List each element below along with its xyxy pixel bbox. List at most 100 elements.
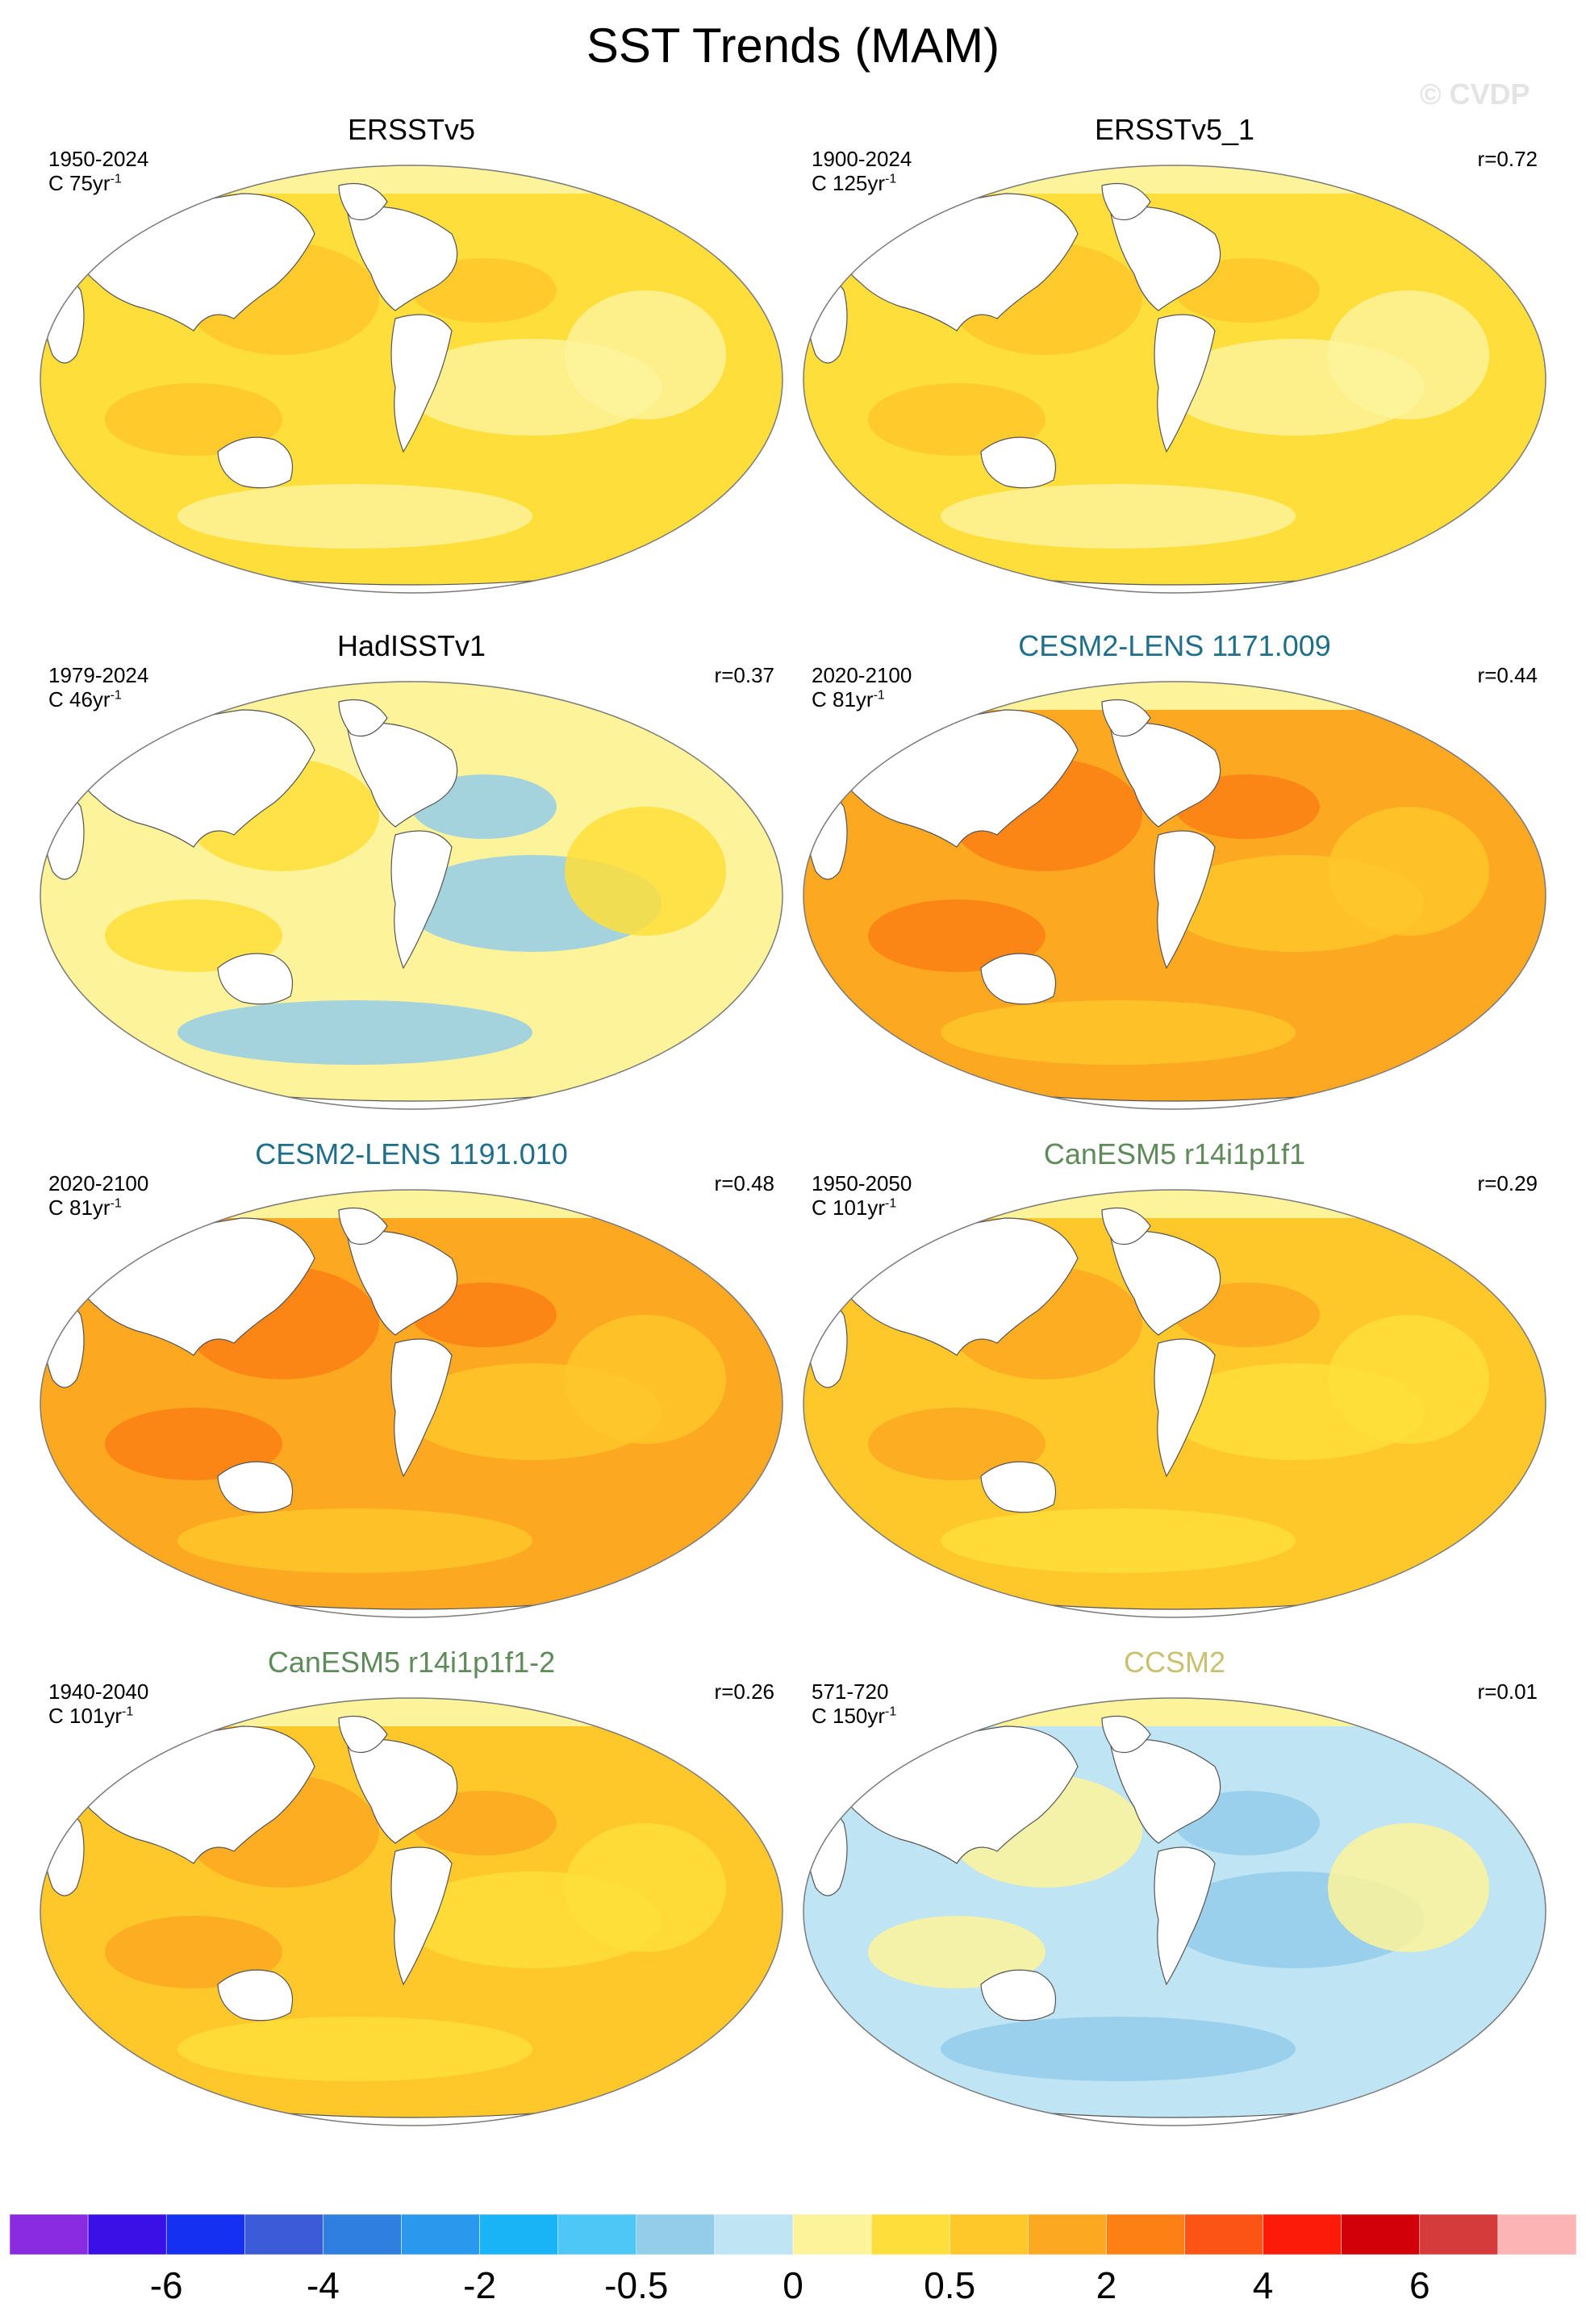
panel-period: 1900-2024 (812, 147, 912, 171)
land-north-america (346, 1738, 458, 1844)
map-outline (803, 1697, 1546, 2126)
land-south-america (1154, 830, 1216, 970)
land-south-america (1154, 314, 1216, 453)
colorbar-tick-label: -2 (463, 2264, 497, 2306)
colorbar-swatch (323, 2214, 402, 2255)
land-australia (217, 1969, 294, 2022)
colorbar-swatch (1028, 2214, 1107, 2255)
arctic-band (803, 1698, 1546, 1726)
colorbar-swatch (1497, 2214, 1576, 2255)
units-exponent: -1 (110, 172, 122, 186)
units-text: C 75yr (48, 171, 111, 195)
land-greenland (1101, 1207, 1151, 1245)
panel-period: 2020-2100 (48, 1171, 149, 1195)
map-outline (803, 681, 1546, 1110)
panel-period: 1950-2024 (48, 147, 149, 171)
colorbar-swatch (244, 2214, 323, 2255)
map-outline (40, 165, 783, 594)
colorbar-swatch (165, 2214, 245, 2255)
world-map-panel-1 (803, 165, 1546, 594)
panel-units: C 125yr-1 (812, 171, 896, 196)
land-greenland (1101, 699, 1151, 737)
land-north-america (1109, 1230, 1221, 1336)
land-south-america (1154, 1338, 1216, 1478)
map-outline (40, 681, 783, 1110)
colorbar-swatch (1263, 2214, 1342, 2255)
copyright-watermark: © CVDP (1420, 77, 1530, 111)
map-panel-1: ERSSTv5_1 1900-2024 C 125yr-1 r=0.72 (795, 113, 1554, 629)
land-greenland (338, 1715, 388, 1754)
land-north-america (1109, 206, 1221, 311)
world-map-panel-4 (40, 1189, 783, 1618)
land-south-america (390, 1338, 453, 1478)
panel-correlation: r=0.01 (1477, 1679, 1538, 1704)
land-greenland (1101, 182, 1151, 221)
figure-title: SST Trends (MAM) (586, 19, 1000, 73)
panel-title: ERSSTv5_1 (1094, 113, 1255, 146)
sst-anomaly-region (868, 1916, 1046, 1988)
map-outline (803, 165, 1546, 594)
units-text: C 46yr (48, 687, 111, 711)
colorbar (10, 2214, 1576, 2255)
land-north-america (346, 722, 458, 828)
units-text: C 150yr (812, 1704, 886, 1728)
sst-anomaly-region (1328, 1823, 1489, 1952)
panel-title: CanESM5 r14i1p1f1 (1043, 1137, 1306, 1170)
panel-title: CESM2-LENS 1191.010 (255, 1137, 568, 1170)
sst-anomaly-region (177, 484, 532, 549)
land-australia (217, 1461, 294, 1513)
map-outline (803, 1189, 1546, 1618)
land-australia (980, 436, 1057, 489)
land-north-america (1109, 1738, 1221, 1844)
land-australia (217, 436, 294, 489)
map-panel-2: HadISSTv1 1979-2024 C 46yr-1 r=0.37 (32, 629, 791, 1145)
panel-period: 1950-2050 (812, 1171, 912, 1195)
panel-units: C 81yr-1 (48, 1195, 122, 1220)
map-panel-5: CanESM5 r14i1p1f1 1950-2050 C 101yr-1 r=… (795, 1137, 1554, 1654)
colorbar-swatch (870, 2214, 950, 2255)
sst-anomaly-region (868, 899, 1046, 972)
land-south-america (390, 314, 453, 453)
sst-anomaly-region (105, 899, 282, 972)
panel-correlation: r=0.44 (1477, 663, 1538, 687)
sst-anomaly-region (941, 1000, 1296, 1065)
land-north-america (1109, 722, 1221, 828)
units-exponent: -1 (110, 688, 122, 703)
panel-title: HadISSTv1 (336, 629, 486, 662)
sst-anomaly-region (565, 1823, 726, 1952)
sst-anomaly-region (177, 2017, 532, 2081)
land-north-america (346, 1230, 458, 1336)
panel-correlation: r=0.48 (714, 1171, 774, 1195)
colorbar-swatch (479, 2214, 558, 2255)
sst-anomaly-region (941, 1508, 1296, 1573)
land-greenland (1101, 1715, 1151, 1754)
sst-anomaly-region (1328, 290, 1489, 419)
sst-anomaly-region (565, 290, 726, 419)
sst-anomaly-region (868, 383, 1046, 456)
sst-anomaly-region (1328, 807, 1489, 936)
colorbar-swatch (636, 2214, 716, 2255)
colorbar-swatch (87, 2214, 167, 2255)
colorbar-swatch (401, 2214, 480, 2255)
colorbar-tick-label: -6 (149, 2264, 183, 2306)
panel-correlation: r=0.29 (1477, 1171, 1538, 1195)
units-exponent: -1 (110, 1196, 122, 1211)
panel-correlation: r=0.37 (714, 663, 774, 687)
sst-anomaly-region (177, 1508, 532, 1573)
panel-correlation: r=0.72 (1477, 147, 1538, 171)
land-greenland (338, 182, 388, 221)
sst-anomaly-region (105, 383, 282, 456)
world-map-panel-7 (803, 1697, 1546, 2126)
sst-anomaly-region (941, 2017, 1296, 2081)
panel-units: C 101yr-1 (812, 1195, 896, 1220)
colorbar-swatch (1419, 2214, 1499, 2255)
panel-title: ERSSTv5 (347, 113, 476, 146)
panel-units: C 150yr-1 (812, 1704, 896, 1729)
map-outline (40, 1697, 783, 2126)
units-text: C 81yr (48, 1195, 111, 1220)
colorbar-tick-label: 4 (1252, 2264, 1274, 2306)
units-exponent: -1 (885, 1196, 897, 1211)
world-map-panel-0 (40, 165, 783, 594)
colorbar-tick-label: 6 (1409, 2264, 1430, 2306)
map-panel-0: ERSSTv5 1950-2024 C 75yr-1 (32, 113, 791, 629)
